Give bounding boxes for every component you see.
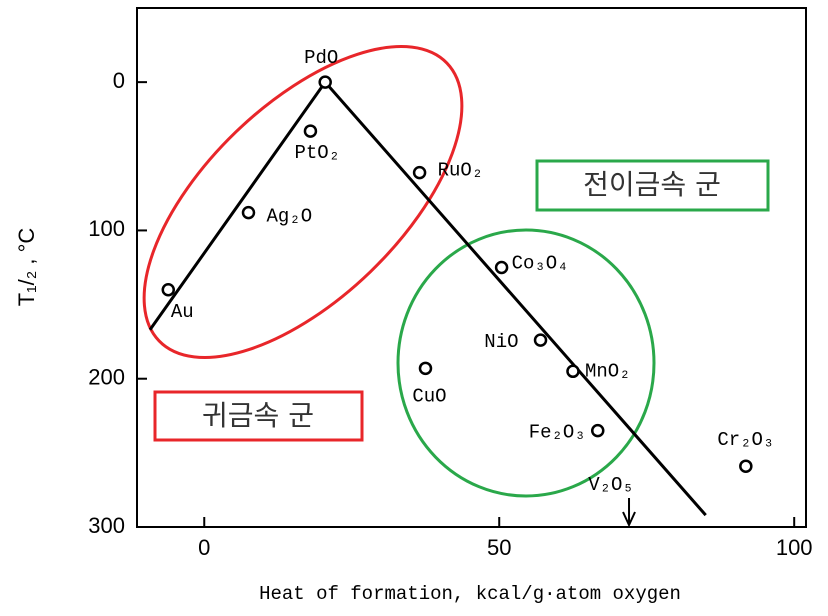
group-label: 귀금속 군	[202, 399, 314, 432]
y-tick-label: 100	[88, 216, 125, 241]
data-point	[566, 364, 580, 379]
x-axis-label: Heat of formation, kcal/g·atom oxygen	[259, 583, 681, 605]
noble-metal-ellipse	[142, 45, 464, 359]
y-tick-label: 200	[88, 365, 125, 390]
x-tick-label: 100	[776, 535, 813, 560]
data-point	[590, 423, 605, 438]
transition-metal-box	[535, 159, 770, 212]
y-tick-label: 0	[113, 68, 125, 93]
point-label: NiO	[484, 331, 518, 353]
plot-frame	[136, 7, 807, 528]
y-tick-label: 300	[88, 513, 125, 538]
point-label: Fe₂O₃	[529, 422, 586, 444]
point-label: Au	[171, 301, 194, 323]
point-label: Co₃O₄	[512, 253, 569, 275]
x-tick-label: 0	[198, 535, 210, 560]
data-point	[161, 282, 176, 297]
data-point	[494, 260, 509, 275]
group-label: 전이금속 군	[583, 168, 721, 201]
point-label: RuO₂	[438, 160, 484, 182]
arrow-head	[622, 511, 636, 528]
transition-metal-circle	[396, 228, 656, 498]
arrow-label: V₂O₅	[588, 474, 634, 496]
point-label: CuO	[412, 385, 446, 407]
point-label: Ag₂O	[267, 206, 313, 228]
point-label: Cr₂O₃	[717, 429, 774, 451]
data-point	[418, 361, 433, 376]
point-label: PtO₂	[294, 142, 340, 164]
y-axis-label: T₁/₂ , °C	[14, 228, 39, 307]
data-point	[412, 165, 427, 180]
x-tick-label: 50	[487, 535, 511, 560]
data-point	[241, 205, 256, 220]
point-label: PdO	[304, 47, 338, 69]
data-point	[318, 75, 332, 89]
data-point	[303, 124, 318, 138]
data-point	[739, 459, 753, 473]
data-point	[533, 333, 548, 347]
noble-metal-box	[153, 390, 364, 442]
point-label: MnO₂	[585, 360, 631, 382]
